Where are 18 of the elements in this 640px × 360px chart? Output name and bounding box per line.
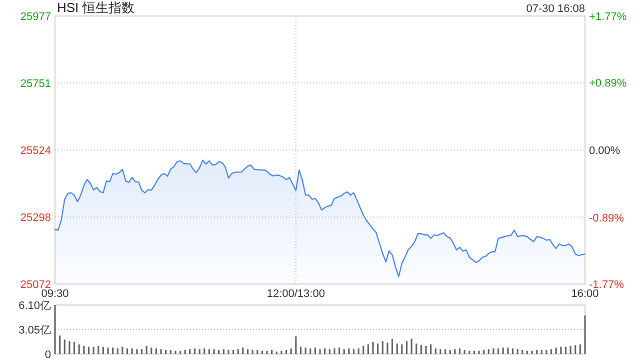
- y-tick-label: 25751: [20, 78, 51, 90]
- x-tick-label: 16:00: [571, 288, 599, 300]
- x-tick-label: 09:30: [41, 288, 69, 300]
- chart-title: HSI 恒生指数: [57, 0, 134, 15]
- y2-tick-label: -1.77%: [589, 279, 624, 291]
- y2-tick-label: 0.00%: [589, 145, 620, 157]
- y-tick-label: 25524: [20, 145, 51, 158]
- y2-tick-label: +0.89%: [589, 78, 627, 90]
- y-tick-label: 3.05亿: [18, 324, 51, 336]
- y-tick-label: 6.10亿: [18, 300, 51, 312]
- x-tick-label: 12:00/13:00: [266, 288, 325, 300]
- y-tick-label: 25977: [20, 11, 51, 23]
- y2-tick-label: -0.89%: [589, 212, 624, 224]
- chart-subtitle: 07-30 16:08: [526, 3, 585, 15]
- y2-tick-label: +1.77%: [589, 11, 627, 23]
- y-tick-label: 0: [44, 349, 51, 360]
- y-tick-label: 25298: [20, 212, 51, 224]
- y-tick-label: 25072: [20, 279, 51, 291]
